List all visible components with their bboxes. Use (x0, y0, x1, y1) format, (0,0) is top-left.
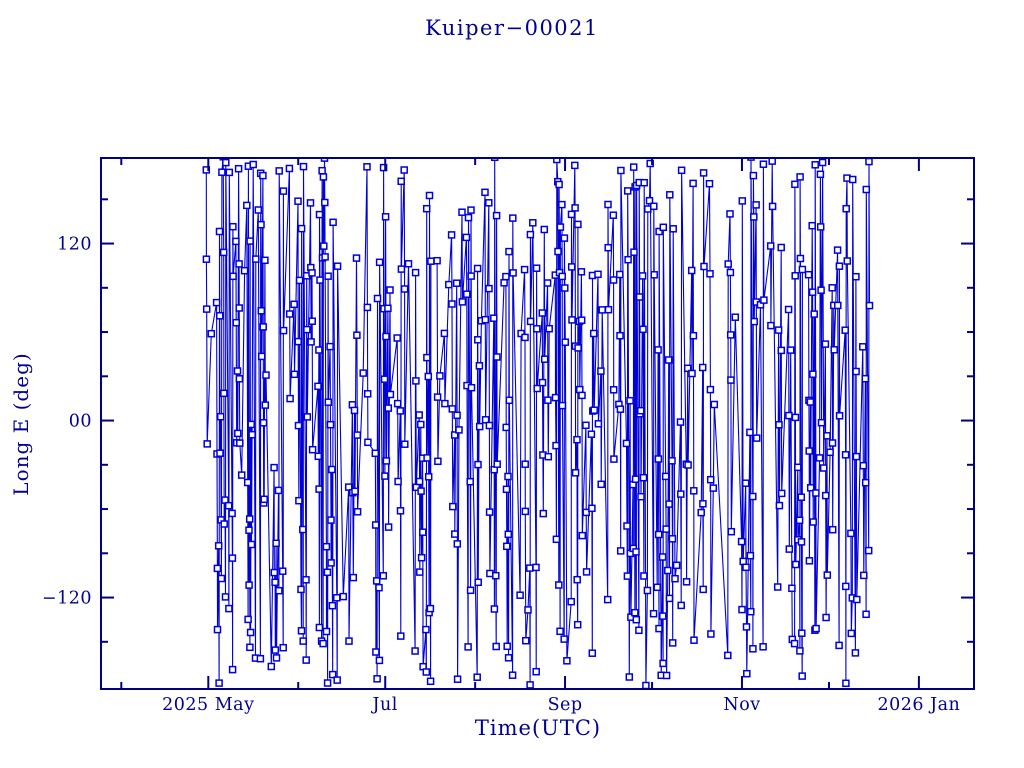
axis-frame (100, 157, 975, 690)
y-tick-label: −120 (42, 589, 92, 609)
axis-ticks (101, 158, 974, 689)
x-tick-label: Jul (371, 695, 398, 715)
chart-title: Kuiper−00021 (425, 16, 599, 40)
data-point-markers (202, 158, 874, 689)
x-tick-label: Nov (723, 695, 760, 715)
y-tick-label: 120 (57, 235, 92, 255)
x-tick-label: Sep (548, 695, 583, 715)
x-tick-label: 2026 Jan (877, 695, 960, 715)
x-tick-label: 2025 May (162, 695, 254, 715)
longitude-series (205, 158, 871, 686)
x-axis-label: Time(UTC) (474, 716, 602, 740)
y-tick-label: 00 (69, 412, 92, 432)
